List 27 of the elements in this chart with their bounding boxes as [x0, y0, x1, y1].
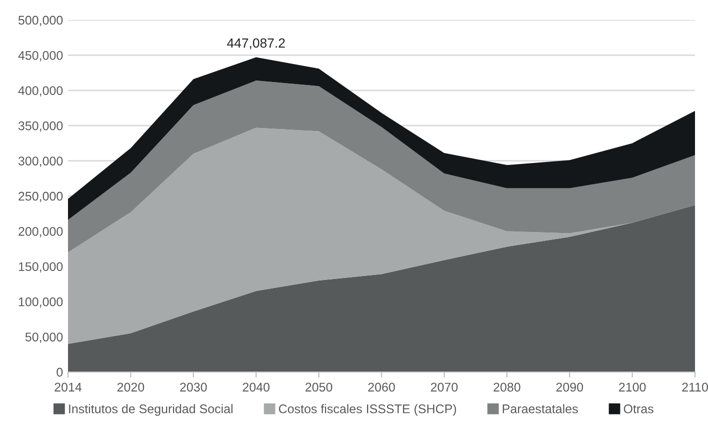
- y-tick-label: 300,000: [18, 156, 63, 167]
- x-tick-label: 2090: [556, 382, 584, 392]
- legend-label: Otras: [624, 404, 654, 414]
- x-tick-label: 2070: [430, 382, 458, 392]
- y-tick-label: 400,000: [18, 86, 63, 97]
- y-tick-label: 450,000: [18, 51, 63, 62]
- x-tick-label: 2030: [180, 382, 207, 392]
- x-tick-label: 2014: [54, 382, 82, 392]
- x-tick-label: 2040: [242, 382, 270, 392]
- x-tick-label: 2060: [368, 382, 395, 392]
- y-tick-label: 350,000: [18, 121, 63, 132]
- y-tick-label: 50,000: [25, 332, 63, 343]
- y-tick-label: 250,000: [18, 192, 63, 202]
- x-tick-label: 2080: [494, 382, 520, 392]
- x-tick-label: 2050: [306, 382, 332, 392]
- x-tick-label: 2020: [117, 382, 144, 392]
- y-tick-label: 200,000: [18, 227, 63, 238]
- total-label: 447,087.2: [227, 38, 285, 50]
- y-tick-label: 150,000: [18, 262, 63, 273]
- legend-label: Institutos de Seguridad Social: [69, 404, 232, 416]
- x-tick-label: 2110: [682, 382, 708, 392]
- y-tick-label: 500,000: [18, 16, 63, 26]
- legend-label: Paraestatales: [502, 404, 578, 414]
- y-tick-label: 0: [56, 368, 63, 377]
- y-tick-label: 100,000: [18, 297, 63, 308]
- x-tick-label: 2100: [619, 382, 646, 392]
- legend-label: Costos fiscales ISSSTE (SHCP): [278, 404, 456, 416]
